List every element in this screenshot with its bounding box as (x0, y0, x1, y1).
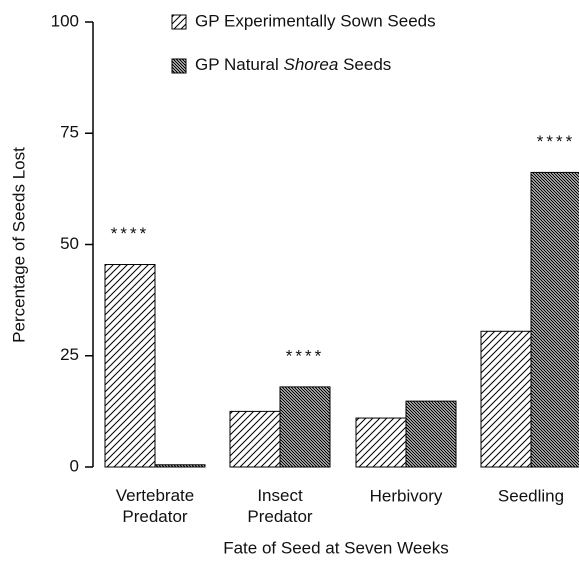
annotation: **** (286, 346, 324, 365)
x-tick-label: Insect Predator (247, 486, 313, 526)
x-tick-label: Vertebrate Predator (116, 486, 194, 526)
y-axis-title: Percentage of Seeds Lost (9, 147, 28, 343)
x-tick-label: Herbivory (370, 486, 443, 505)
y-tick-label: 75 (60, 123, 79, 142)
legend-swatch (171, 14, 187, 30)
bar (480, 330, 532, 468)
bar (279, 386, 331, 468)
legend-swatch (171, 58, 187, 74)
y-tick-label: 100 (51, 11, 79, 30)
bar (229, 410, 281, 468)
legend-label: GP Natural Shorea Seeds (195, 55, 391, 74)
legend-label: GP Experimentally Sown Seeds (195, 11, 436, 30)
bar (355, 417, 407, 468)
y-tick-label: 25 (60, 345, 79, 364)
x-tick-label: Seedling (498, 486, 564, 505)
x-axis-title: Fate of Seed at Seven Weeks (223, 538, 449, 557)
bar (530, 171, 579, 468)
y-tick-label: 50 (60, 234, 79, 253)
y-tick-label: 0 (70, 456, 79, 475)
bar (104, 264, 156, 468)
annotation: **** (537, 132, 575, 151)
annotation: **** (111, 224, 149, 243)
bar (154, 464, 206, 468)
bar (405, 400, 457, 468)
